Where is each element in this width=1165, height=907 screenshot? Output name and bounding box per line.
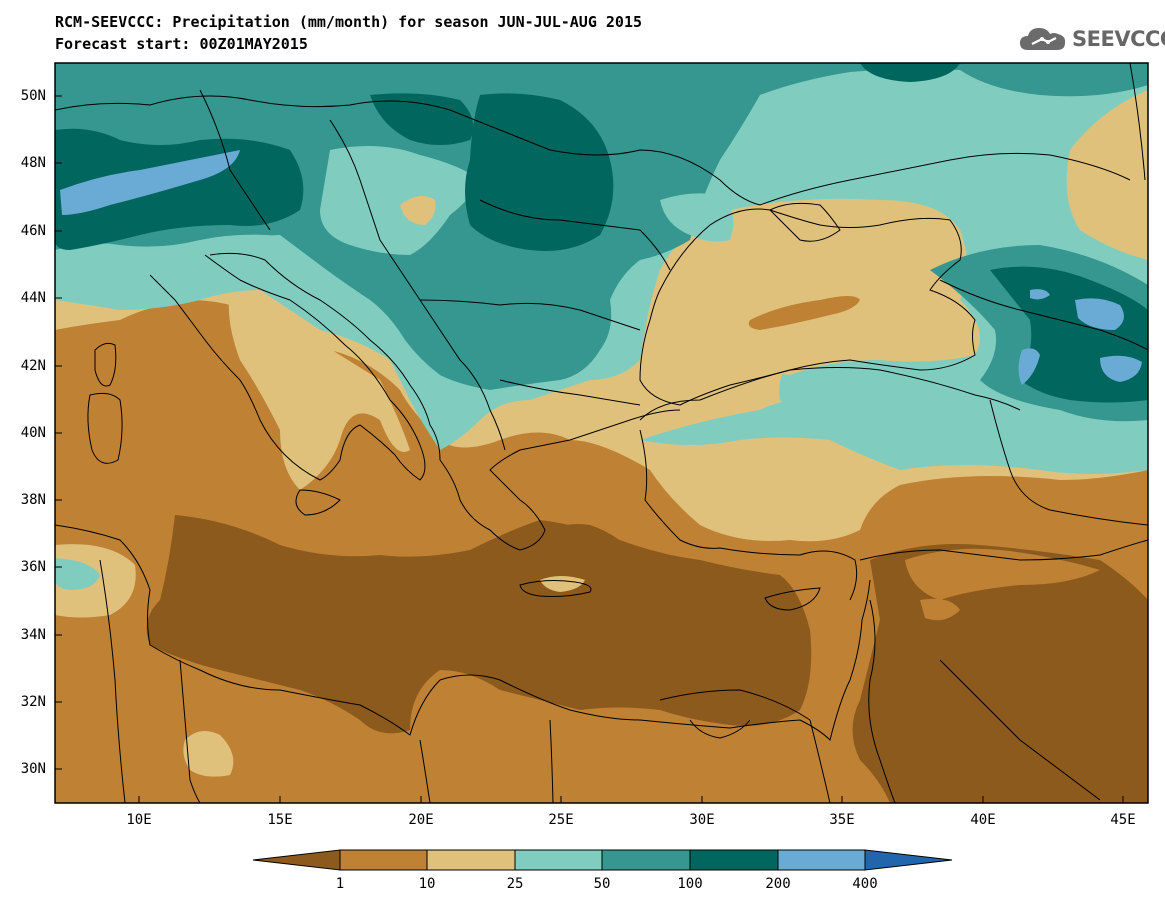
colorbar-label: 100 <box>677 876 703 892</box>
band-100-200 <box>465 93 614 251</box>
axis-ticks <box>55 95 1124 803</box>
lat-label: 40N <box>20 425 46 441</box>
colorbar-swatch-1-10 <box>339 849 428 871</box>
lat-label: 46N <box>20 223 46 239</box>
lat-label: 38N <box>20 492 46 508</box>
colorbar-label: 25 <box>506 876 524 892</box>
colorbar-swatch-100-200 <box>689 849 779 871</box>
lon-label: 10E <box>126 812 152 828</box>
colorbar-label: 10 <box>418 876 436 892</box>
lon-label: 20E <box>408 812 434 828</box>
colorbar-label: 200 <box>765 876 791 892</box>
colorbar-swatch-above-400 <box>864 849 953 871</box>
lon-label: 25E <box>548 812 574 828</box>
lat-label: 44N <box>20 290 46 306</box>
colorbar-swatch-25-50 <box>514 849 603 871</box>
colorbar-swatch-below-1 <box>252 849 341 871</box>
lat-label: 32N <box>20 694 46 710</box>
colorbar-label: 50 <box>593 876 611 892</box>
map-title: RCM-SEEVCCC: Precipitation (mm/month) fo… <box>55 13 642 31</box>
band-below-1 <box>146 515 812 734</box>
colorbar-swatch-200-400 <box>777 849 866 871</box>
precipitation-field <box>55 63 1148 803</box>
lon-label: 45E <box>1110 812 1136 828</box>
lon-label: 40E <box>970 812 996 828</box>
colorbar-swatch-10-25 <box>426 849 516 871</box>
colorbar <box>252 849 953 871</box>
seevccc-logo: SEEVCCC <box>1018 24 1165 54</box>
lat-label: 48N <box>20 155 46 171</box>
lon-label: 30E <box>689 812 715 828</box>
lat-label: 50N <box>20 88 46 104</box>
lat-label: 36N <box>20 559 46 575</box>
lat-label: 34N <box>20 627 46 643</box>
cloud-icon <box>1020 28 1066 50</box>
forecast-start: Forecast start: 00Z01MAY2015 <box>55 35 308 53</box>
logo-text: SEEVCCC <box>1072 27 1165 51</box>
lon-label: 35E <box>829 812 855 828</box>
band-200-400 <box>60 150 240 215</box>
lat-label: 42N <box>20 358 46 374</box>
lon-label: 15E <box>267 812 293 828</box>
colorbar-swatch-50-100 <box>601 849 691 871</box>
coastlines-and-borders <box>55 63 1148 803</box>
colorbar-label: 1 <box>335 876 345 892</box>
lat-label: 30N <box>20 761 46 777</box>
colorbar-label: 400 <box>852 876 878 892</box>
